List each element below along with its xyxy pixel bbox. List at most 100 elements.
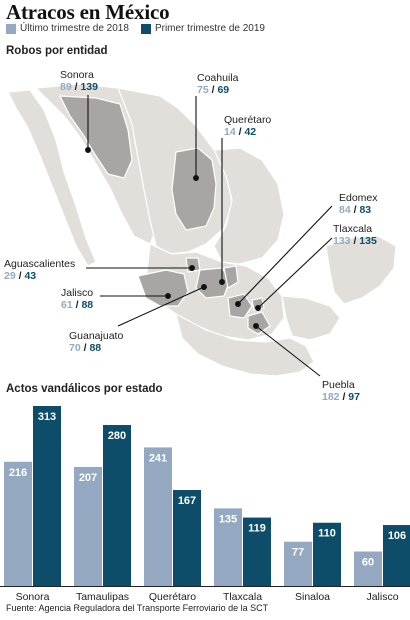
leader-guanajuato bbox=[117, 286, 205, 327]
value-2019: 139 bbox=[80, 81, 98, 93]
value-2018: 84 bbox=[339, 204, 351, 216]
category-label: Jalisco bbox=[366, 591, 398, 602]
value-2018: 89 bbox=[60, 81, 72, 93]
state-name: Edomex bbox=[339, 192, 378, 204]
bar-2018 bbox=[144, 447, 172, 586]
state-name: Guanajuato bbox=[69, 330, 124, 342]
value-2018: 182 bbox=[322, 391, 340, 403]
map-label-coahuila: Coahuila 75 / 69 bbox=[197, 72, 238, 96]
region-south bbox=[175, 312, 315, 377]
leader-puebla bbox=[255, 325, 321, 377]
bar-2018 bbox=[284, 541, 312, 586]
map-label-queretaro: Querétaro 14 / 42 bbox=[224, 114, 271, 138]
value-2018: 133 bbox=[333, 235, 351, 247]
category-label: Sinaloa bbox=[295, 591, 330, 602]
map-label-aguascalientes: Aguascalientes 29 / 43 bbox=[4, 258, 75, 282]
source-note: Fuente: Agencia Reguladora del Transport… bbox=[6, 603, 269, 613]
legend-item-2019: Primer trimestre de 2019 bbox=[140, 23, 265, 34]
bar-2018 bbox=[354, 551, 382, 586]
region-southeast bbox=[281, 295, 341, 341]
state-name: Tlaxcala bbox=[333, 223, 373, 235]
bar-2019 bbox=[243, 517, 271, 586]
value-2018: 75 bbox=[197, 84, 209, 96]
value-2018: 61 bbox=[61, 299, 73, 311]
separator: / bbox=[74, 81, 78, 93]
state-name: Aguascalientes bbox=[4, 258, 76, 270]
bar-chart-title: Actos vandálicos por estado bbox=[6, 383, 163, 395]
legend: Último trimestre de 2018 Primer trimestr… bbox=[6, 23, 277, 34]
legend-swatch-2019 bbox=[140, 23, 151, 34]
state-name: Jalisco bbox=[61, 287, 94, 299]
region-baja-california bbox=[7, 89, 97, 267]
category-label: Querétaro bbox=[149, 591, 196, 602]
bar-value-label: 106 bbox=[388, 530, 406, 542]
region-northeast bbox=[213, 147, 285, 265]
map-heading: Robos por entidad bbox=[6, 45, 108, 57]
map-label-jalisco: Jalisco 61 / 88 bbox=[61, 287, 93, 311]
state-tlaxcala bbox=[251, 297, 265, 311]
category-label: Tamaulipas bbox=[76, 591, 129, 602]
separator: / bbox=[353, 235, 357, 247]
value-2019: 69 bbox=[217, 84, 230, 96]
bar-value-label: 207 bbox=[79, 472, 97, 484]
bar-value-label: 60 bbox=[362, 556, 374, 568]
bar-value-label: 135 bbox=[219, 513, 237, 525]
state-sonora bbox=[59, 95, 133, 179]
bar-2019 bbox=[33, 406, 61, 586]
bar-2018 bbox=[214, 508, 242, 586]
bar-2019 bbox=[103, 424, 131, 586]
value-2019: 135 bbox=[359, 235, 377, 247]
legend-label-2019: Primer trimestre de 2019 bbox=[154, 23, 265, 34]
bar-value-label: 110 bbox=[318, 528, 336, 540]
separator: / bbox=[83, 342, 87, 354]
state-puebla bbox=[247, 311, 271, 335]
separator: / bbox=[211, 84, 215, 96]
map-label-puebla: Puebla 182 / 97 bbox=[322, 379, 360, 403]
separator: / bbox=[75, 299, 79, 311]
state-name: Querétaro bbox=[224, 114, 272, 126]
category-label: Sonora bbox=[16, 591, 50, 602]
bar-2019 bbox=[313, 522, 341, 586]
map-leader-lines bbox=[85, 95, 333, 377]
bar-value-label: 280 bbox=[108, 430, 126, 442]
bar-2019 bbox=[173, 489, 201, 586]
legend-item-2018: Último trimestre de 2018 bbox=[6, 23, 129, 34]
leader-tlaxcala bbox=[257, 237, 333, 309]
category-label: Tlaxcala bbox=[223, 591, 262, 602]
state-name: Sonora bbox=[60, 69, 94, 81]
separator: / bbox=[238, 126, 242, 138]
bar-value-label: 241 bbox=[149, 452, 167, 464]
value-2019: 88 bbox=[89, 342, 102, 354]
state-name: Coahuila bbox=[197, 72, 239, 84]
bar-value-label: 313 bbox=[38, 411, 56, 423]
legend-label-2018: Último trimestre de 2018 bbox=[20, 23, 129, 34]
state-name: Puebla bbox=[322, 379, 355, 391]
bar-2018 bbox=[4, 461, 32, 586]
separator: / bbox=[342, 391, 346, 403]
map-label-tlaxcala: Tlaxcala 133 / 135 bbox=[333, 223, 377, 247]
value-2018: 29 bbox=[4, 270, 16, 282]
separator: / bbox=[353, 204, 357, 216]
map-label-guanajuato: Guanajuato 70 / 88 bbox=[69, 330, 123, 354]
mexico-map bbox=[7, 83, 397, 377]
chart-title: Atracos en México bbox=[6, 0, 170, 24]
value-2019: 43 bbox=[24, 270, 37, 282]
region-yucatan bbox=[325, 235, 397, 305]
map-label-edomex: Edomex 84 / 83 bbox=[339, 192, 378, 216]
value-2019: 83 bbox=[359, 204, 372, 216]
map-highlighted-states bbox=[59, 95, 271, 335]
state-coahuila bbox=[171, 147, 217, 231]
bar-value-label: 216 bbox=[9, 467, 27, 479]
value-2019: 42 bbox=[244, 126, 257, 138]
bar-chart: 216 313 Sonora 207 280 Tamaulipas 241 167 Querét… bbox=[0, 406, 410, 602]
value-2019: 97 bbox=[348, 391, 360, 403]
bar-2019 bbox=[383, 525, 410, 586]
value-2018: 14 bbox=[224, 126, 236, 138]
bar-value-label: 77 bbox=[292, 547, 304, 559]
state-jalisco bbox=[137, 269, 189, 307]
state-queretaro bbox=[223, 265, 239, 289]
leader-edomex bbox=[237, 205, 333, 305]
value-2019: 88 bbox=[81, 299, 94, 311]
value-2018: 70 bbox=[69, 342, 81, 354]
bar-value-label: 167 bbox=[178, 495, 196, 507]
